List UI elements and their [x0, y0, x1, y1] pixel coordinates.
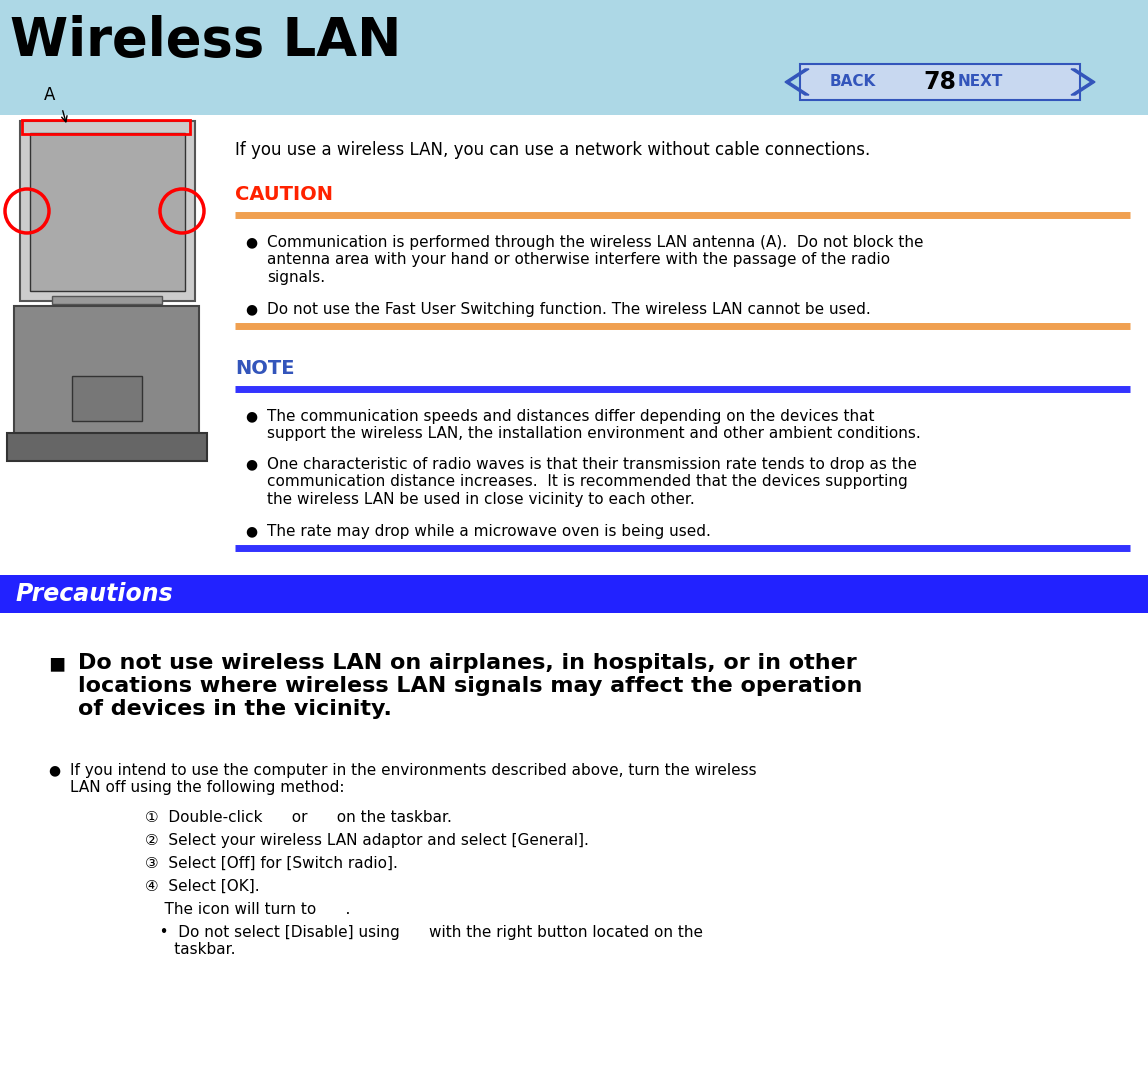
Text: Wireless LAN: Wireless LAN	[10, 15, 402, 67]
Text: ●: ●	[245, 525, 257, 538]
Bar	[7, 433, 207, 460]
Text: ③  Select [Off] for [Switch radio].: ③ Select [Off] for [Switch radio].	[145, 856, 398, 871]
Text: 78: 78	[923, 70, 956, 94]
Text: ●: ●	[245, 235, 257, 249]
Text: The rate may drop while a microwave oven is being used.: The rate may drop while a microwave oven…	[267, 525, 711, 539]
Bar	[0, 0, 1148, 115]
Text: If you use a wireless LAN, you can use a network without cable connections.: If you use a wireless LAN, you can use a…	[235, 141, 870, 159]
Text: CAUTION: CAUTION	[235, 185, 333, 204]
Bar	[14, 306, 199, 435]
Text: ●: ●	[245, 302, 257, 316]
Text: Communication is performed through the wireless LAN antenna (A).  Do not block t: Communication is performed through the w…	[267, 235, 923, 285]
Text: Do not use wireless LAN on airplanes, in hospitals, or in other
locations where : Do not use wireless LAN on airplanes, in…	[78, 653, 862, 719]
Text: If you intend to use the computer in the environments described above, turn the : If you intend to use the computer in the…	[70, 763, 757, 795]
Bar	[20, 121, 195, 301]
Bar	[0, 574, 1148, 613]
Bar	[72, 376, 142, 421]
Text: BACK: BACK	[830, 75, 876, 89]
Text: Precautions: Precautions	[15, 582, 172, 606]
Text: Do not use the Fast User Switching function. The wireless LAN cannot be used.: Do not use the Fast User Switching funct…	[267, 302, 870, 317]
Bar	[30, 132, 185, 291]
Text: •  Do not select [Disable] using      with the right button located on the
     : • Do not select [Disable] using with the…	[145, 925, 703, 958]
Bar	[800, 64, 1080, 100]
Text: One characteristic of radio waves is that their transmission rate tends to drop : One characteristic of radio waves is tha…	[267, 457, 917, 507]
Text: ②  Select your wireless LAN adaptor and select [General].: ② Select your wireless LAN adaptor and s…	[145, 833, 589, 848]
Polygon shape	[785, 70, 809, 94]
Text: A: A	[45, 86, 56, 104]
Text: ●: ●	[245, 457, 257, 471]
Text: ●: ●	[245, 409, 257, 424]
Text: NEXT: NEXT	[957, 75, 1003, 89]
Polygon shape	[1071, 70, 1095, 94]
Text: NOTE: NOTE	[235, 359, 295, 378]
Text: ①  Double-click      or      on the taskbar.: ① Double-click or on the taskbar.	[145, 810, 452, 825]
Bar	[22, 119, 191, 134]
Text: The communication speeds and distances differ depending on the devices that
supp: The communication speeds and distances d…	[267, 409, 921, 441]
Text: The icon will turn to      .: The icon will turn to .	[145, 902, 350, 917]
Bar	[52, 296, 162, 304]
Text: ④  Select [OK].: ④ Select [OK].	[145, 879, 259, 894]
Text: ●: ●	[48, 763, 60, 776]
Text: ◼: ◼	[48, 653, 65, 673]
